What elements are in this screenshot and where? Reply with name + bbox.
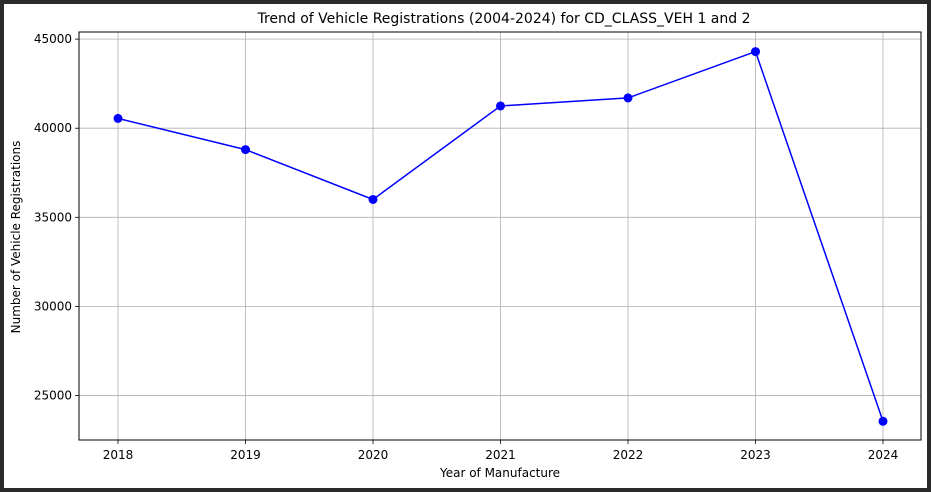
x-tick-label: 2019: [230, 448, 261, 462]
data-point: [496, 101, 505, 111]
x-tick-label: 2018: [103, 448, 134, 462]
line-chart: Trend of Vehicle Registrations (2004-202…: [9, 11, 922, 480]
y-tick-label: 45000: [34, 32, 72, 46]
plot-area: [78, 31, 922, 441]
data-point: [113, 113, 123, 123]
y-tick-label: 30000: [34, 299, 72, 313]
data-point: [878, 416, 888, 426]
x-tick-label: 2023: [740, 448, 771, 462]
chart-frame: Trend of Vehicle Registrations (2004-202…: [4, 4, 927, 488]
chart-title: Trend of Vehicle Registrations (2004-202…: [256, 11, 750, 27]
x-tick-label: 2024: [868, 448, 899, 462]
data-point: [241, 145, 250, 155]
series: [113, 47, 888, 426]
data-point: [751, 47, 760, 57]
x-axis-label: Year of Manufacture: [439, 466, 560, 480]
y-tick-label: 40000: [34, 121, 72, 135]
data-point: [368, 194, 378, 204]
grid: [79, 32, 921, 440]
y-tick-label: 25000: [34, 388, 72, 402]
y-axis-label: Number of Vehicle Registrations: [9, 141, 23, 334]
x-tick-label: 2021: [485, 448, 516, 462]
y-tick-label: 35000: [34, 210, 72, 224]
x-tick-label: 2022: [613, 448, 644, 462]
x-tick-label: 2020: [358, 448, 389, 462]
data-point: [623, 93, 633, 103]
axis-ticks: 2018 2019 2020 2021 2022 2023 2024 25000 30000 35…: [34, 32, 898, 462]
